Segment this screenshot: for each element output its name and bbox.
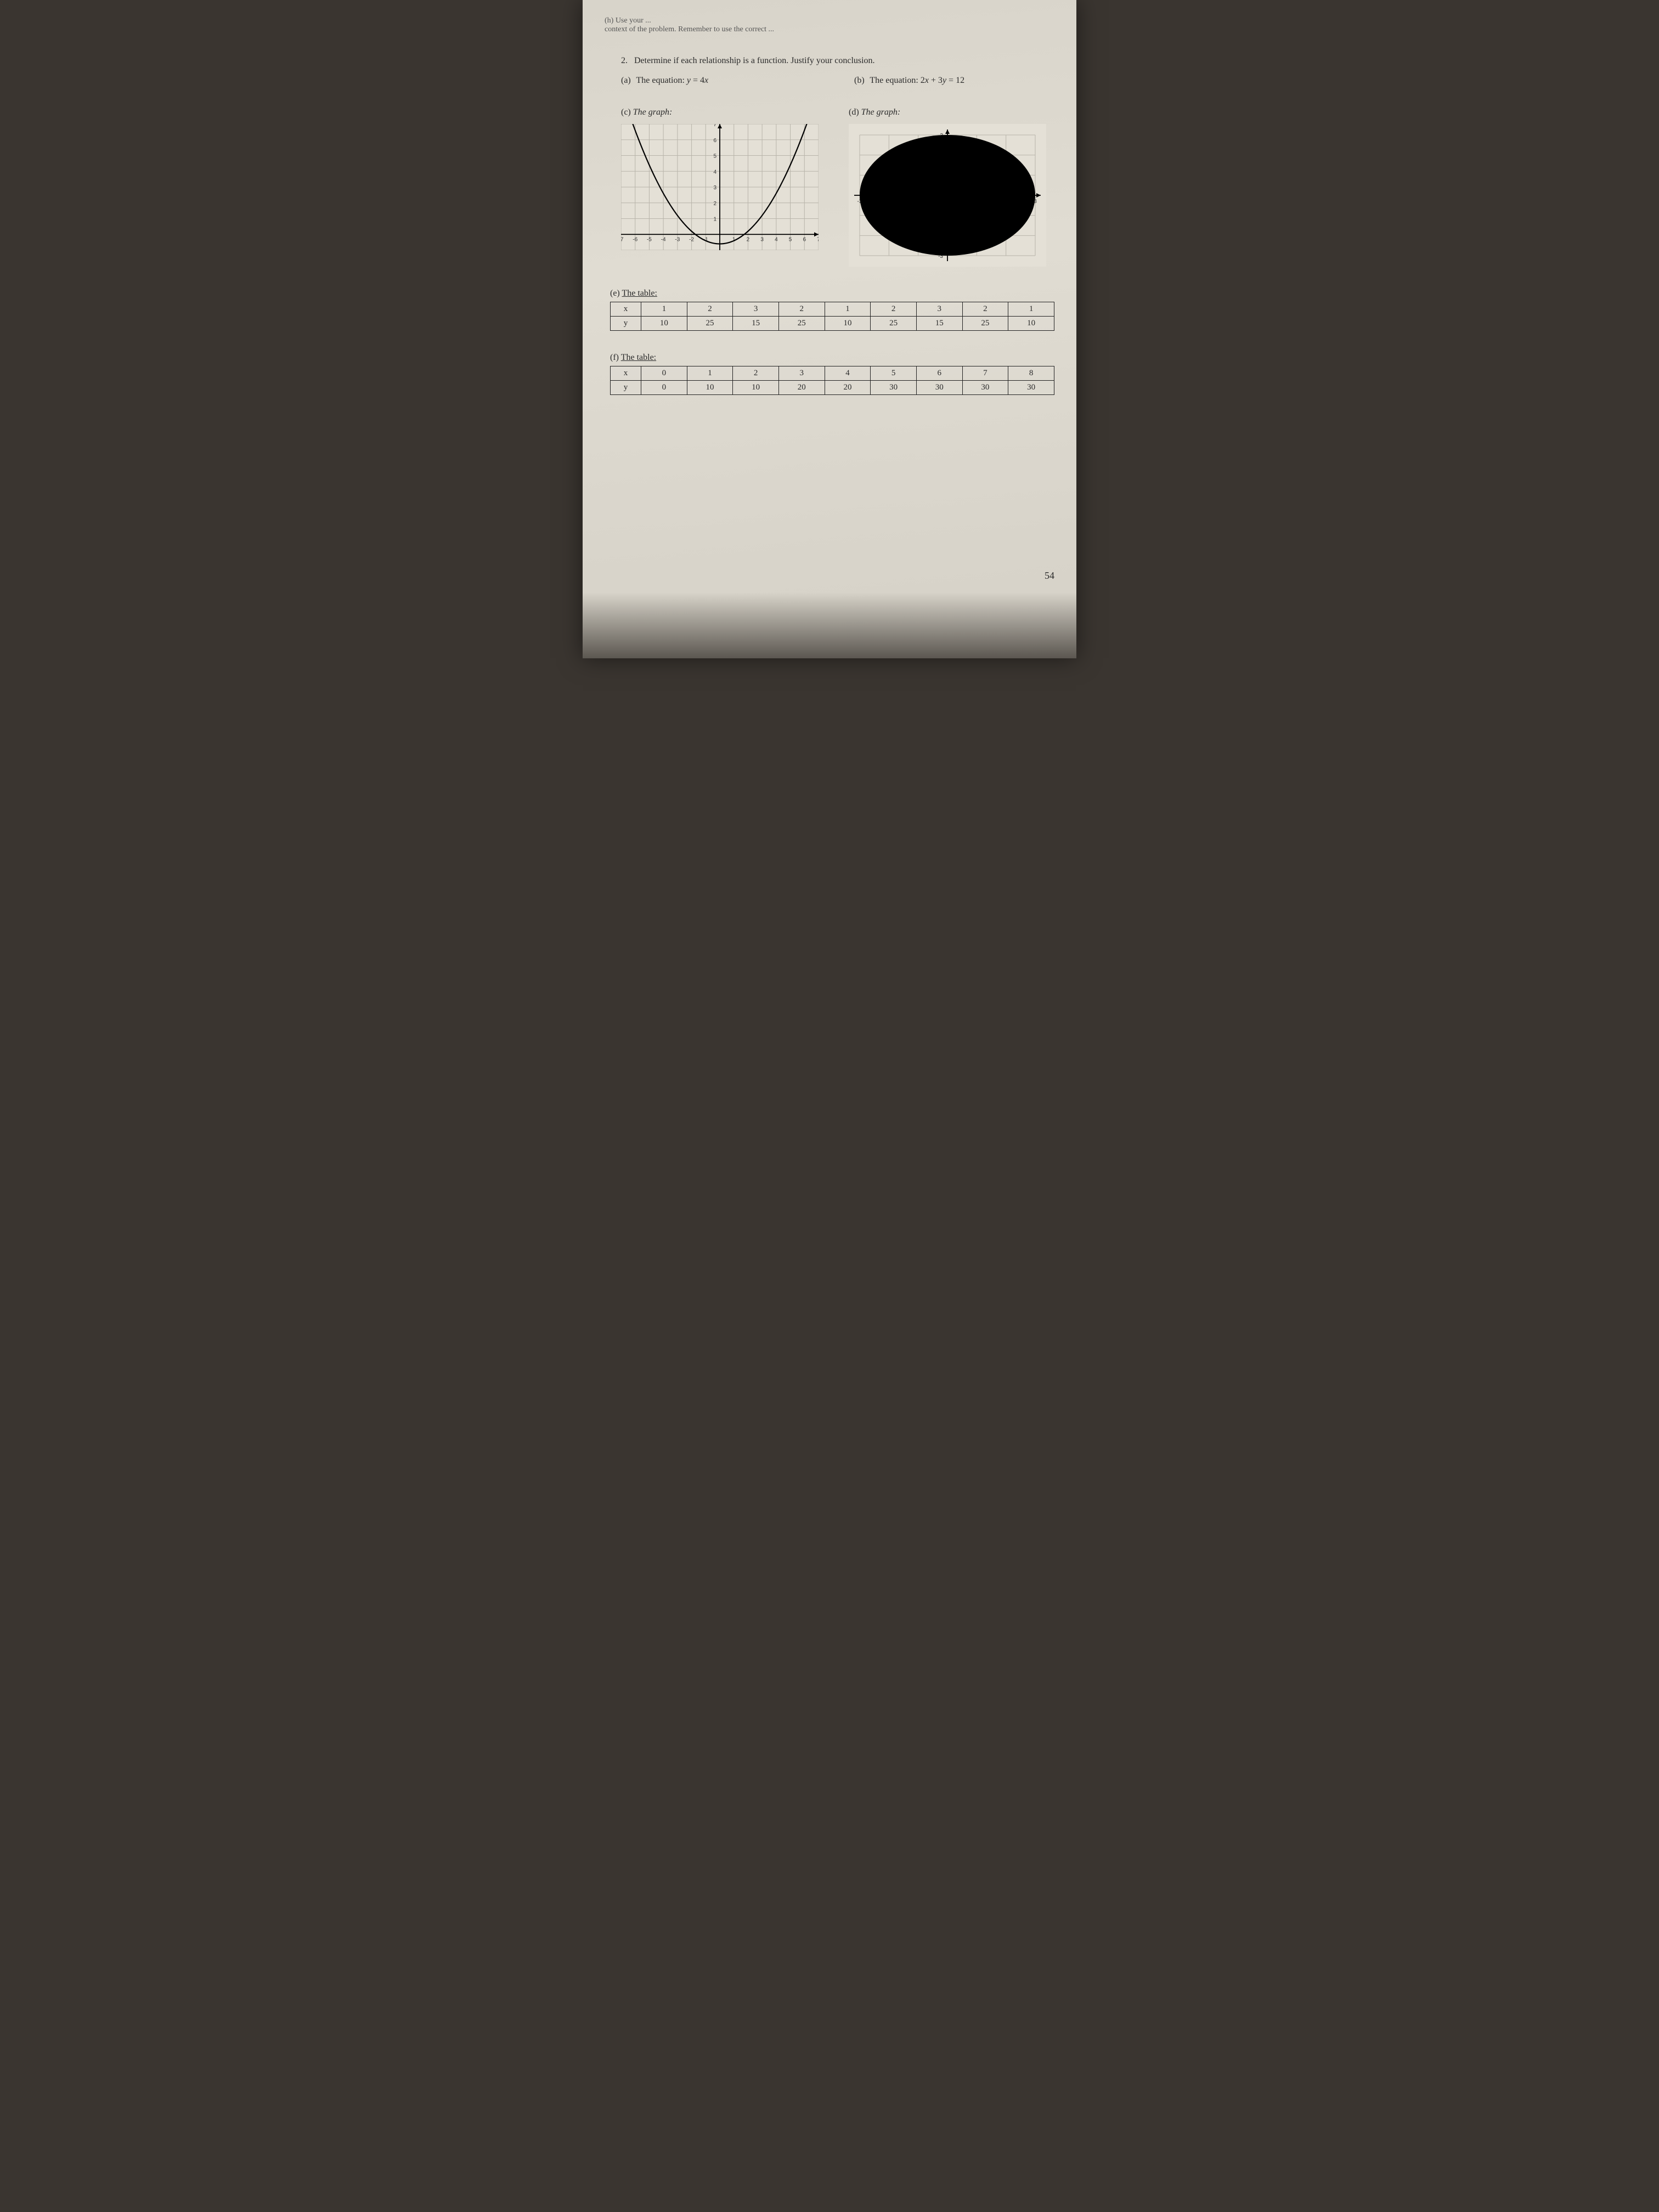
table-cell: 10 [825,317,871,331]
table-cell: 0 [641,381,687,395]
table-cell: 30 [916,381,962,395]
svg-text:2: 2 [747,236,750,242]
table-header-x: x [611,302,641,317]
svg-text:5: 5 [713,154,716,160]
table-cell: 10 [733,381,779,395]
svg-text:-5: -5 [647,236,652,242]
table-cell: 3 [778,366,825,381]
table-cell: 10 [1008,317,1054,331]
question-stem: 2. Determine if each relationship is a f… [621,56,1054,66]
part-b-text: The equation: 2x + 3y = 12 [870,76,964,85]
table-cell: 30 [962,381,1008,395]
table-cell: 20 [778,381,825,395]
part-a: (a) The equation: y = 4x [621,76,821,86]
svg-text:3: 3 [713,185,716,191]
table-cell: 25 [871,317,917,331]
page-number: 54 [1045,570,1054,582]
table-cell: 2 [871,302,917,317]
cutoff-line1: (h) Use your ... [605,16,651,25]
part-d: (d) The graph: -3-2-1123-3-2-1123 [849,108,1054,267]
part-f: (f) The table: x012345678y01010202030303… [610,353,1054,395]
table-f: x012345678y01010202030303030 [610,366,1054,395]
svg-text:4: 4 [775,236,778,242]
table-cell: 10 [641,317,687,331]
table-cell: 25 [687,317,733,331]
svg-text:-4: -4 [661,236,666,242]
part-d-title: (d) The graph: [849,108,1054,117]
svg-text:6: 6 [803,236,806,242]
question-text: Determine if each relationship is a func… [634,56,875,65]
svg-text:2: 2 [713,201,716,207]
table-cell: 2 [778,302,825,317]
part-c-title: (c) The graph: [621,108,827,117]
svg-text:5: 5 [789,236,792,242]
svg-text:7: 7 [817,236,819,242]
table-cell: 0 [641,366,687,381]
table-header-x: x [611,366,641,381]
svg-text:-3: -3 [675,236,680,242]
svg-text:-7: -7 [621,236,624,242]
part-a-text: The equation: y = 4x [636,76,708,85]
question-number: 2. [621,56,628,65]
table-cell: 1 [687,366,733,381]
table-cell: 25 [778,317,825,331]
table-e: x123212321y102515251025152510 [610,302,1054,331]
table-cell: 15 [733,317,779,331]
table-header-y: y [611,381,641,395]
parts-a-b-row: (a) The equation: y = 4x (b) The equatio… [621,76,1054,86]
table-cell: 6 [916,366,962,381]
parabola-graph: -7-6-5-4-3-2-112345671234567 [621,124,819,250]
table-cell: 4 [825,366,871,381]
part-b: (b) The equation: 2x + 3y = 12 [854,76,1054,86]
photo-shadow [583,592,1076,658]
table-cell: 2 [962,302,1008,317]
table-cell: 15 [916,317,962,331]
table-cell: 30 [871,381,917,395]
table-cell: 2 [687,302,733,317]
svg-text:1: 1 [713,217,716,223]
table-cell: 7 [962,366,1008,381]
part-e: (e) The table: x123212321y10251525102515… [610,289,1054,331]
svg-text:6: 6 [713,138,716,144]
cutoff-line2: context of the problem. Remember to use … [605,25,774,33]
table-cell: 2 [733,366,779,381]
part-b-label: (b) [854,76,865,85]
svg-text:3: 3 [760,236,764,242]
table-cell: 30 [1008,381,1054,395]
svg-text:-6: -6 [633,236,637,242]
table-cell: 10 [687,381,733,395]
table-cell: 3 [733,302,779,317]
svg-text:7: 7 [713,124,716,128]
table-cell: 20 [825,381,871,395]
part-f-label: (f) The table: [610,353,1054,363]
table-cell: 1 [1008,302,1054,317]
part-c: (c) The graph: -7-6-5-4-3-2-112345671234… [621,108,827,267]
table-cell: 1 [641,302,687,317]
parts-c-d-row: (c) The graph: -7-6-5-4-3-2-112345671234… [621,108,1054,267]
circle-graph: -3-2-1123-3-2-1123 [849,124,1046,267]
worksheet-page: (h) Use your ... context of the problem.… [583,0,1076,658]
cutoff-text: (h) Use your ... context of the problem.… [605,16,1054,34]
table-cell: 8 [1008,366,1054,381]
table-header-y: y [611,317,641,331]
table-cell: 1 [825,302,871,317]
svg-text:4: 4 [713,169,716,175]
table-cell: 25 [962,317,1008,331]
svg-text:-2: -2 [689,236,694,242]
part-a-label: (a) [621,76,631,85]
table-cell: 5 [871,366,917,381]
table-cell: 3 [916,302,962,317]
part-e-label: (e) The table: [610,289,1054,298]
